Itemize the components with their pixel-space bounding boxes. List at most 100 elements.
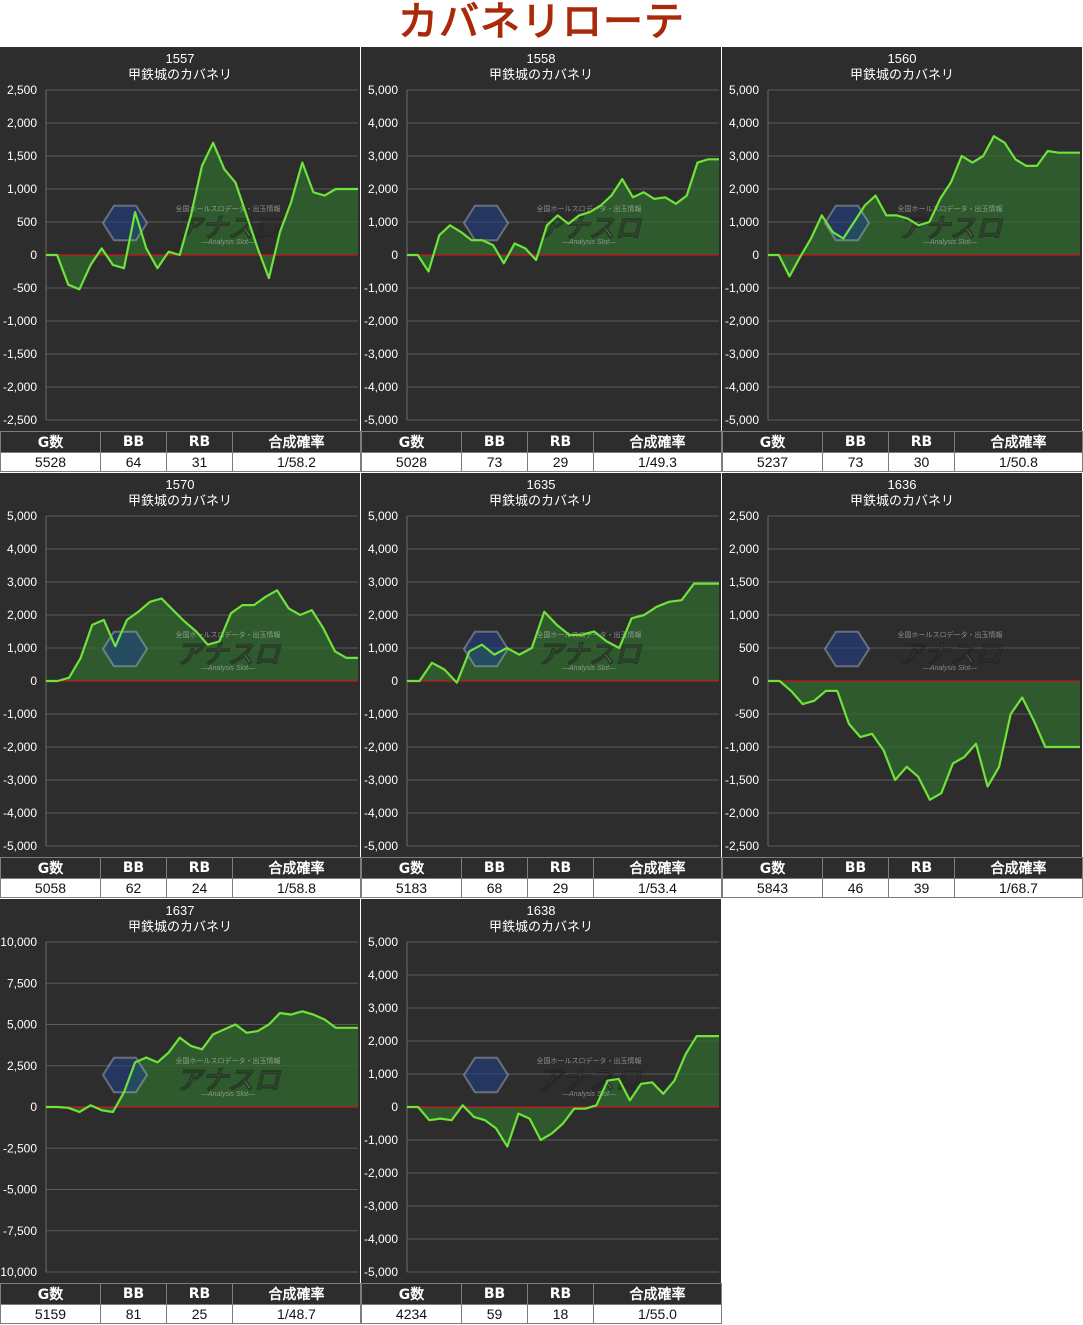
- watermark-caption: 全国ホールスロデータ・出玉情報: [176, 204, 281, 213]
- y-tick-label: 5,000: [7, 1018, 37, 1032]
- y-tick-label: -1,000: [3, 707, 37, 721]
- y-tick-label: -10,000: [0, 1265, 37, 1279]
- machine-name: 甲鉄城のカバネリ: [128, 68, 232, 83]
- watermark-subtitle: ―Analysis Slot―: [561, 665, 617, 672]
- bb-value: 68: [461, 878, 528, 898]
- y-tick-label: -5,000: [725, 413, 759, 427]
- y-tick-label: -2,000: [3, 380, 37, 394]
- games-value: 5528: [0, 452, 101, 472]
- stats-table: G数 BB RB 合成確率 4234 59 18 1/55.0: [361, 1283, 722, 1324]
- y-tick-label: -1,000: [364, 707, 398, 721]
- y-tick-label: 2,000: [368, 182, 398, 196]
- y-tick-label: -2,000: [364, 740, 398, 754]
- machine-panel: 1636 甲鉄城のカバネリ 2,500 2,000 1,500 1,000 500 0 -500…: [722, 473, 1083, 898]
- difference-area: [407, 1036, 719, 1147]
- y-tick-label: 1,000: [729, 215, 759, 229]
- machine-panel: 1635 甲鉄城のカバネリ 5,000 4,000 3,000 2,000 1,000 0 -1…: [361, 473, 722, 898]
- y-tick-label: -4,000: [725, 380, 759, 394]
- rb-header: RB: [527, 857, 594, 879]
- machine-number: 1636: [888, 477, 917, 492]
- watermark-caption: 全国ホールスロデータ・出玉情報: [537, 1056, 642, 1065]
- games-header: G数: [361, 857, 462, 879]
- y-tick-label: -5,000: [3, 839, 37, 853]
- machine-panel: 1637 甲鉄城のカバネリ 10,000 7,500 5,000 2,500 0 -2,500…: [0, 899, 361, 1324]
- watermark-subtitle: ―Analysis Slot―: [561, 1091, 617, 1098]
- y-tick-label: 3,000: [7, 575, 37, 589]
- difference-line: [768, 135, 1080, 278]
- y-tick-label: 1,000: [7, 641, 37, 655]
- y-tick-label: 2,500: [7, 1059, 37, 1073]
- bb-value: 81: [100, 1304, 167, 1324]
- y-tick-label: 3,000: [368, 149, 398, 163]
- rb-value: 29: [527, 452, 594, 472]
- bb-header: BB: [822, 431, 889, 453]
- bb-header: BB: [100, 857, 167, 879]
- y-tick-label: -5,000: [3, 1183, 37, 1197]
- probability-header: 合成確率: [954, 431, 1083, 453]
- bb-value: 46: [822, 878, 889, 898]
- y-tick-label: -2,500: [3, 413, 37, 427]
- rb-header: RB: [166, 431, 233, 453]
- difference-chart: 1560 甲鉄城のカバネリ 5,000 4,000 3,000 2,000 1,000 0 -1…: [722, 47, 1082, 431]
- y-tick-label: 0: [391, 674, 398, 688]
- probability-value: 1/48.7: [232, 1304, 361, 1324]
- y-tick-label: 3,000: [368, 575, 398, 589]
- machine-name: 甲鉄城のカバネリ: [128, 494, 232, 509]
- difference-line: [768, 679, 1080, 801]
- games-value: 5237: [722, 452, 823, 472]
- difference-area: [46, 142, 358, 290]
- y-tick-label: 0: [752, 248, 759, 262]
- y-tick-label: -1,500: [3, 347, 37, 361]
- rb-value: 24: [166, 878, 233, 898]
- bb-header: BB: [100, 1283, 167, 1305]
- difference-chart: 1635 甲鉄城のカバネリ 5,000 4,000 3,000 2,000 1,000 0 -1…: [361, 473, 721, 857]
- difference-line: [46, 589, 358, 683]
- difference-line: [46, 1010, 358, 1114]
- probability-value: 1/50.8: [954, 452, 1083, 472]
- watermark-logo-text: アナスロ: [537, 214, 642, 244]
- stats-table: G数 BB RB 合成確率 5159 81 25 1/48.7: [0, 1283, 361, 1324]
- probability-header: 合成確率: [232, 857, 361, 879]
- watermark-caption: 全国ホールスロデータ・出玉情報: [898, 630, 1003, 639]
- difference-line: [407, 582, 719, 684]
- watermark-logo-text: アナスロ: [898, 214, 1003, 244]
- y-tick-label: -1,000: [3, 314, 37, 328]
- machine-panel: 1560 甲鉄城のカバネリ 5,000 4,000 3,000 2,000 1,000 0 -1…: [722, 47, 1083, 472]
- y-tick-label: 10,000: [0, 935, 37, 949]
- probability-header: 合成確率: [593, 431, 722, 453]
- watermark-logo-text: アナスロ: [176, 1066, 281, 1096]
- probability-value: 1/68.7: [954, 878, 1083, 898]
- machine-panel: 1570 甲鉄城のカバネリ 5,000 4,000 3,000 2,000 1,000 0 -1…: [0, 473, 361, 898]
- rb-value: 31: [166, 452, 233, 472]
- stats-table: G数 BB RB 合成確率 5183 68 29 1/53.4: [361, 857, 722, 898]
- difference-chart: 1637 甲鉄城のカバネリ 10,000 7,500 5,000 2,500 0 -2,500…: [0, 899, 360, 1283]
- difference-chart: 1570 甲鉄城のカバネリ 5,000 4,000 3,000 2,000 1,000 0 -1…: [0, 473, 360, 857]
- difference-area: [407, 159, 719, 272]
- bb-header: BB: [100, 431, 167, 453]
- watermark-subtitle: ―Analysis Slot―: [922, 239, 978, 246]
- y-tick-label: -4,000: [364, 380, 398, 394]
- bb-value: 73: [822, 452, 889, 472]
- machine-name: 甲鉄城のカバネリ: [489, 920, 593, 935]
- watermark-logo-text: アナスロ: [176, 214, 281, 244]
- rb-header: RB: [166, 1283, 233, 1305]
- probability-header: 合成確率: [232, 1283, 361, 1305]
- y-tick-label: -4,000: [3, 806, 37, 820]
- difference-line: [407, 1035, 719, 1148]
- watermark-caption: 全国ホールスロデータ・出玉情報: [898, 204, 1003, 213]
- machine-number: 1635: [527, 477, 556, 492]
- bb-value: 73: [461, 452, 528, 472]
- y-tick-label: 2,000: [7, 116, 37, 130]
- machine-name: 甲鉄城のカバネリ: [489, 494, 593, 509]
- probability-value: 1/53.4: [593, 878, 722, 898]
- watermark-subtitle: ―Analysis Slot―: [200, 665, 256, 672]
- rb-value: 29: [527, 878, 594, 898]
- games-header: G数: [722, 431, 823, 453]
- y-tick-label: 0: [391, 1100, 398, 1114]
- watermark-logo-icon: [462, 1056, 510, 1094]
- watermark-subtitle: ―Analysis Slot―: [922, 665, 978, 672]
